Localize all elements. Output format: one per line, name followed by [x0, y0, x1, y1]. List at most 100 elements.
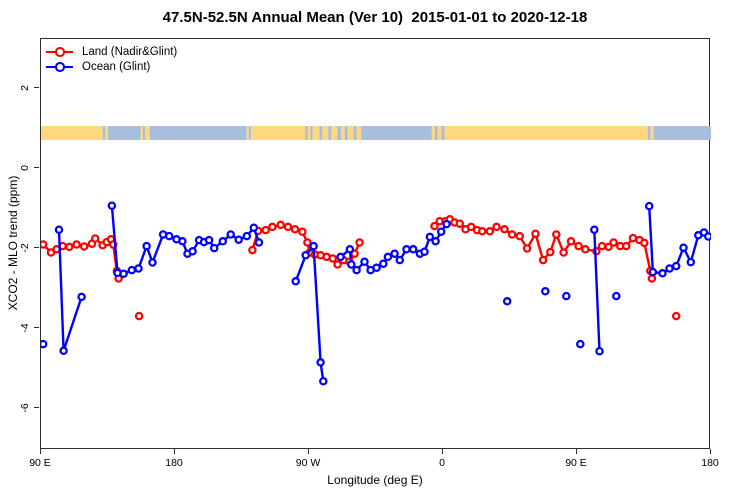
legend-circle-icon: [55, 62, 65, 72]
data-point-ocean: [226, 230, 235, 239]
data-point-land: [597, 241, 607, 251]
data-point-ocean: [41, 339, 48, 349]
data-point-land: [134, 311, 144, 321]
legend-marker-land-icon: [46, 44, 73, 59]
data-point-ocean: [383, 252, 393, 262]
data-point-land: [333, 260, 342, 269]
data-point-ocean: [209, 243, 219, 253]
data-point-ocean: [644, 201, 654, 211]
data-point-land: [507, 230, 517, 239]
data-point-ocean: [178, 237, 187, 246]
legend-item-ocean: Ocean (Glint): [46, 59, 177, 74]
map-strip-ocean: [248, 126, 251, 140]
x-tick-label: 180: [165, 457, 183, 469]
data-point-ocean: [395, 255, 405, 265]
data-point-land: [298, 227, 307, 236]
data-point-ocean: [595, 346, 604, 356]
data-point-land: [290, 225, 300, 234]
data-point-land: [41, 240, 48, 249]
x-tick: [173, 449, 175, 454]
y-axis-title: XCO2 - MLO trend (ppm): [6, 175, 20, 311]
data-point-land: [430, 221, 439, 231]
legend: Land (Nadir&Glint) Ocean (Glint): [46, 44, 177, 74]
data-point-ocean: [218, 237, 228, 246]
data-point-land: [640, 238, 649, 248]
data-point-land: [328, 254, 337, 263]
x-tick-label: 90 E: [29, 457, 51, 469]
data-point-ocean: [142, 241, 151, 251]
data-point-ocean: [134, 264, 143, 273]
data-point-ocean: [301, 251, 310, 260]
data-point-ocean: [309, 241, 318, 251]
data-point-ocean: [148, 258, 157, 267]
data-point-ocean: [425, 232, 435, 242]
map-strip-ocean: [142, 126, 146, 140]
x-tick: [307, 449, 309, 454]
data-point-ocean: [671, 261, 681, 271]
y-tick: [34, 327, 39, 329]
data-point-ocean: [242, 231, 252, 241]
map-strip-land: [312, 126, 320, 140]
legend-marker-ocean-icon: [46, 59, 73, 74]
map-strip-land: [444, 126, 648, 140]
data-point-ocean: [665, 264, 674, 273]
data-point-land: [622, 241, 631, 251]
data-point-ocean: [54, 225, 64, 234]
map-strip-land: [250, 126, 306, 140]
data-point-land: [559, 248, 568, 257]
y-tick-label: -2: [19, 243, 31, 253]
map-strip-ocean: [647, 126, 651, 140]
x-tick: [575, 449, 577, 454]
data-point-land: [79, 242, 89, 251]
x-tick-label: 0: [439, 457, 445, 469]
data-point-land: [566, 237, 576, 246]
data-point-ocean: [541, 287, 550, 296]
data-point-ocean: [127, 265, 137, 275]
map-strip-land: [650, 126, 654, 140]
data-point-ocean: [390, 249, 399, 258]
map-strip-land: [431, 126, 435, 140]
map-strip-land: [140, 126, 143, 140]
data-point-land: [268, 222, 277, 232]
legend-label: Ocean (Glint): [82, 60, 151, 73]
map-strip-land: [356, 126, 362, 140]
data-point-ocean: [379, 259, 388, 268]
data-point-ocean: [254, 238, 264, 247]
data-point-ocean: [204, 235, 214, 245]
data-point-ocean: [648, 267, 658, 277]
data-point-ocean: [336, 252, 345, 262]
map-strip-land: [105, 126, 108, 140]
map-strip-land: [41, 126, 103, 140]
map-strip-ocean: [344, 126, 348, 140]
data-point-land: [609, 238, 618, 247]
data-point-land: [671, 311, 681, 321]
map-strip-land: [437, 126, 442, 140]
data-point-land: [546, 247, 555, 257]
y-tick: [34, 167, 39, 169]
data-point-land: [628, 233, 638, 243]
map-strip-ocean: [319, 126, 323, 140]
map-strip-land: [145, 126, 150, 140]
chart-title: 47.5N-52.5N Annual Mean (Ver 10) 2015-01…: [162, 9, 588, 26]
data-point-land: [581, 245, 590, 254]
map-strip-ocean: [353, 126, 357, 140]
map-strip-ocean: [434, 126, 438, 140]
y-tick: [34, 407, 39, 409]
data-point-land: [72, 240, 81, 249]
data-point-land: [455, 219, 465, 228]
plot-svg: [41, 126, 711, 386]
data-point-ocean: [345, 245, 355, 254]
data-point-ocean: [612, 291, 621, 301]
data-point-ocean: [319, 376, 328, 386]
map-strip-ocean: [328, 126, 332, 140]
data-point-ocean: [316, 358, 325, 367]
data-point-land: [552, 230, 561, 239]
data-point-ocean: [686, 257, 696, 267]
data-point-ocean: [107, 201, 117, 210]
map-strip-ocean: [305, 126, 308, 140]
data-point-ocean: [562, 291, 571, 301]
data-point-ocean: [431, 237, 440, 246]
map-strip-land: [347, 126, 354, 140]
data-point-ocean: [679, 243, 688, 252]
